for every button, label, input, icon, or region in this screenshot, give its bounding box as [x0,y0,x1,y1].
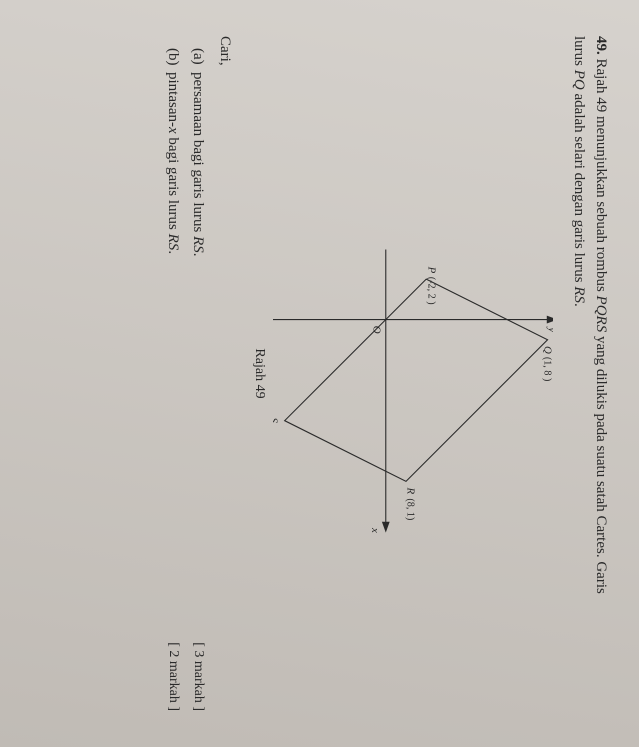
part-b-text-b: bagi garis lurus [166,134,182,234]
q-rs: RS [571,286,587,303]
part-b-rs: RS [166,234,182,251]
q-line1-b: yang dilukis pada suatu satah Cartes. Ga… [593,332,609,594]
q-line2-c: . [571,303,587,307]
part-a-text-b: . [191,253,207,257]
svg-text:y: y [547,326,554,332]
page-container: 49. Rajah 49 menunjukkan sebuah rombus P… [0,0,639,747]
q-line2-b: adalah selari dengan garis lurus [571,90,587,287]
svg-text:(8, 1): (8, 1) [405,498,416,520]
part-a-text-a: persamaan bagi garis lurus [191,72,207,236]
part-b-text-c: . [166,250,182,254]
part-b: (b) pintasan-x bagi garis lurus RS. [ 2 … [165,36,182,711]
svg-text:(-2, 2 ): (-2, 2 ) [426,276,437,304]
q-line2-a: lurus [571,36,587,70]
part-a: (a) persamaan bagi garis lurus RS. [ 3 m… [190,36,207,711]
part-a-rs: RS [191,236,207,253]
part-a-body: persamaan bagi garis lurus RS. [190,72,207,630]
part-b-marks: [ 2 markah ] [165,630,182,711]
q-line1-a: Rajah 49 menunjukkan sebuah rombus [593,59,609,296]
cari-label: Cari, [217,36,234,711]
part-b-body: pintasan-x bagi garis lurus RS. [165,72,182,630]
q-pqrs: PQRS [593,296,609,333]
question-text: 49. Rajah 49 menunjukkan sebuah rombus P… [568,36,612,711]
diagram-caption: Rajah 49 [252,36,268,711]
svg-text:S: S [274,417,281,423]
part-b-xvar: x [166,127,182,134]
question-number: 49. [593,36,609,55]
svg-text:O: O [371,325,383,333]
svg-text:Q: Q [542,346,554,354]
part-b-text-a: pintasan- [166,72,182,127]
svg-text:R: R [405,486,417,494]
svg-text:P: P [426,265,438,273]
rhombus-diagram: y x O P (-2, 2 ) Q (1, 8 ) R (8, 1) S [274,164,554,584]
part-b-label: (b) [165,36,182,72]
svg-text:(1, 8 ): (1, 8 ) [542,356,553,380]
q-pq: PQ [571,70,587,90]
diagram-container: y x O P (-2, 2 ) Q (1, 8 ) R (8, 1) S [274,36,554,711]
part-a-marks: [ 3 markah ] [190,630,207,711]
part-a-label: (a) [190,36,207,72]
svg-text:x: x [369,527,381,533]
